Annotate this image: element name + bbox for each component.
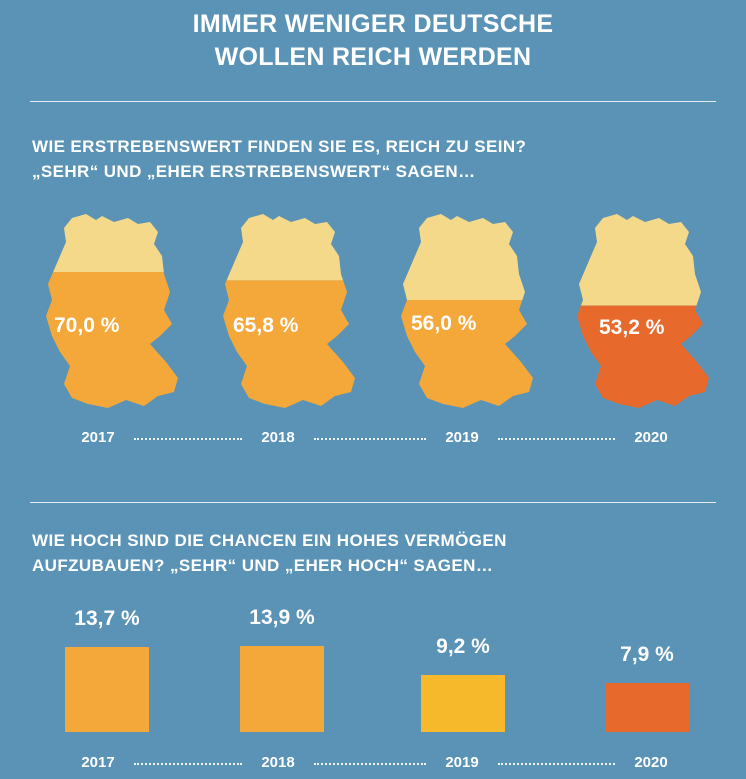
map-2020: 53,2 % [573, 212, 721, 412]
bars-year-2019: 2019 [445, 754, 479, 771]
maps-year-2017: 2017 [81, 429, 115, 446]
maps-year-2019: 2019 [445, 429, 479, 446]
bars-year-2020: 2020 [634, 754, 668, 771]
map-value-label-2019: 56,0 % [411, 312, 477, 335]
map-fill-2017 [46, 272, 178, 408]
question-1-line-2: „SEHR“ UND „EHER ERSTREBENSWERT“ SAGEN… [32, 162, 476, 181]
maps-year-2020: 2020 [634, 429, 668, 446]
map-2019: 56,0 % [397, 212, 545, 412]
bars-year-2017: 2017 [81, 754, 115, 771]
map-fill-2020 [577, 305, 709, 408]
bar-2018 [240, 645, 324, 732]
divider-top [30, 101, 716, 102]
bars-year-2018: 2018 [261, 754, 295, 771]
map-2017: 70,0 % [42, 212, 190, 412]
bar-2020 [605, 683, 689, 732]
map-value-label-2018: 65,8 % [233, 314, 299, 337]
bars-dotted-connector [498, 763, 615, 765]
maps-year-2018: 2018 [261, 429, 295, 446]
map-fill-2018 [223, 280, 355, 408]
map-2018: 65,8 % [219, 212, 367, 412]
map-unfilled-2018 [223, 214, 355, 281]
map-unfilled-2017 [46, 214, 178, 272]
maps-dotted-connector [314, 438, 426, 440]
divider-middle [30, 502, 716, 503]
title-line-2: WOLLEN REICH WERDEN [214, 43, 532, 71]
map-unfilled-2020 [577, 214, 709, 306]
question-wealth-chances: WIE HOCH SIND DIE CHANCEN EIN HOHES VERM… [32, 528, 722, 578]
bars-dotted-connector [134, 763, 242, 765]
bar-value-label-2019: 9,2 % [436, 634, 490, 658]
map-value-label-2017: 70,0 % [54, 314, 120, 337]
map-value-label-2020: 53,2 % [599, 316, 665, 339]
title-line-1: IMMER WENIGER DEUTSCHE [192, 10, 554, 38]
question-1-line-1: WIE ERSTREBENSWERT FINDEN SIE ES, REICH … [32, 137, 527, 156]
bar-2019 [421, 674, 505, 732]
question-2-line-2: AUFZUBAUEN? „SEHR“ UND „EHER HOCH“ SAGEN… [32, 556, 494, 575]
map-fill-2019 [401, 300, 533, 408]
bar-value-label-2017: 13,7 % [74, 607, 140, 631]
bar-value-label-2018: 13,9 % [249, 605, 315, 629]
map-unfilled-2019 [401, 214, 533, 300]
question-wealth-desirability: WIE ERSTREBENSWERT FINDEN SIE ES, REICH … [32, 134, 722, 184]
bar-value-label-2020: 7,9 % [620, 643, 674, 667]
maps-dotted-connector [134, 438, 242, 440]
bars-dotted-connector [314, 763, 426, 765]
question-2-line-1: WIE HOCH SIND DIE CHANCEN EIN HOHES VERM… [32, 531, 507, 550]
bar-2017 [65, 647, 149, 732]
maps-dotted-connector [498, 438, 615, 440]
infographic-title: IMMER WENIGER DEUTSCHE WOLLEN REICH WERD… [0, 8, 746, 74]
